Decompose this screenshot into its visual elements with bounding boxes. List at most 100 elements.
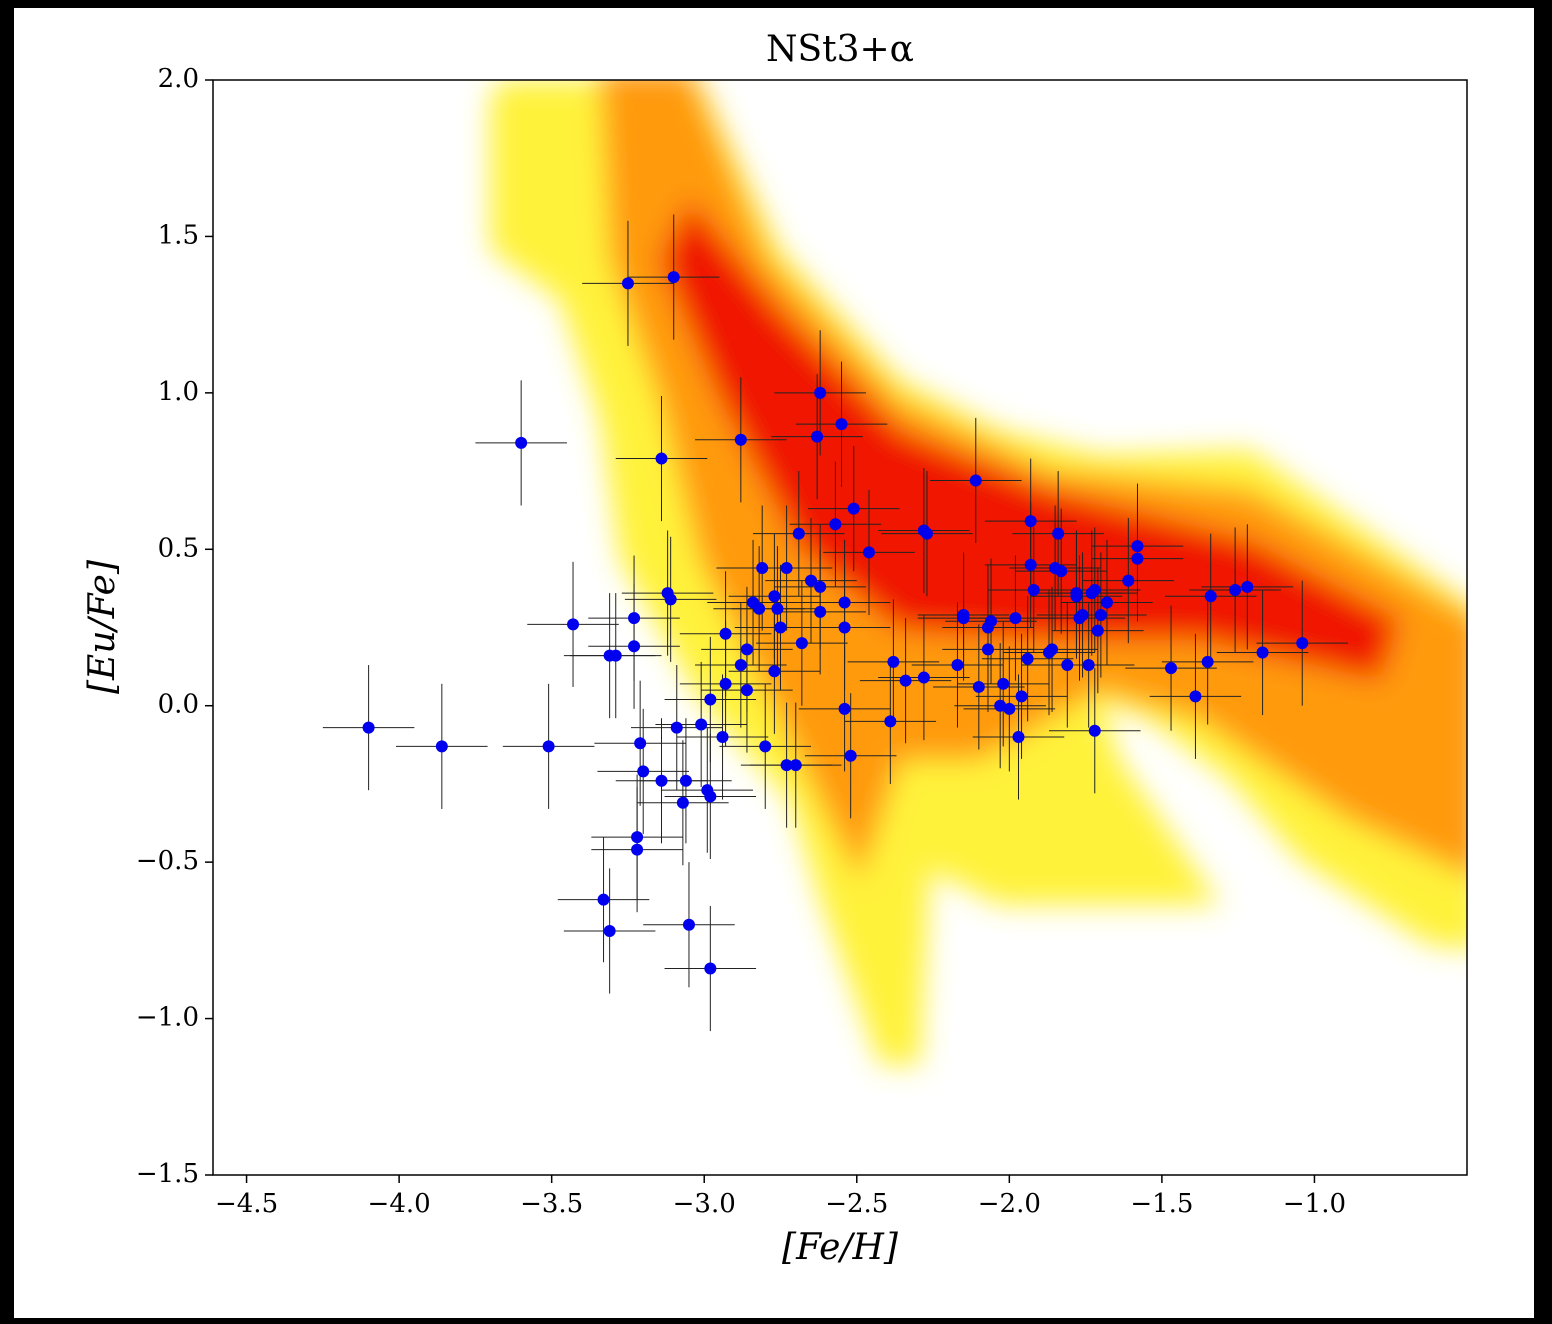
data-point (609, 649, 622, 662)
data-point (1201, 655, 1214, 668)
x-tick-label: −3.5 (520, 1189, 583, 1219)
data-point (740, 643, 753, 656)
data-point (1070, 590, 1083, 603)
data-point (676, 796, 689, 809)
data-point (985, 615, 998, 628)
data-point (719, 677, 732, 690)
data-point (789, 759, 802, 772)
data-point (768, 665, 781, 678)
data-point (1052, 527, 1065, 540)
data-point (542, 740, 555, 753)
x-tick-label: −3.0 (673, 1189, 736, 1219)
data-point (1088, 724, 1101, 737)
data-point (628, 640, 641, 653)
data-point (1131, 540, 1144, 553)
data-point (1189, 690, 1202, 703)
data-point (362, 721, 375, 734)
data-point (780, 759, 793, 772)
data-point (515, 436, 528, 449)
x-tick-label: −2.5 (825, 1189, 888, 1219)
data-layer (322, 214, 1349, 1032)
data-point (814, 580, 827, 593)
x-tick-label: −2.0 (978, 1189, 1041, 1219)
y-tick-label: −1.0 (136, 1003, 199, 1033)
data-point (1003, 702, 1016, 715)
data-point (1088, 583, 1101, 596)
data-point (704, 790, 717, 803)
data-point (838, 621, 851, 634)
plot-frame (212, 79, 1468, 1176)
data-point (740, 684, 753, 697)
data-point (667, 271, 680, 284)
data-point (631, 843, 644, 856)
data-point (774, 621, 787, 634)
y-tick-label: 0.0 (158, 690, 199, 720)
data-point (997, 677, 1010, 690)
data-point (1015, 690, 1028, 703)
data-point (756, 562, 769, 575)
data-point (795, 637, 808, 650)
data-point (1027, 583, 1040, 596)
data-point (805, 574, 818, 587)
chart-title: NSt3+α (766, 29, 914, 70)
data-point (844, 749, 857, 762)
data-point (862, 546, 875, 559)
y-tick-label: −1.5 (136, 1159, 199, 1189)
data-point (1256, 646, 1269, 659)
y-tick-label: −0.5 (136, 846, 199, 876)
data-point (1094, 608, 1107, 621)
data-point (1012, 731, 1025, 743)
data-point (1021, 652, 1034, 665)
data-point (994, 699, 1007, 712)
data-point (1091, 624, 1104, 637)
data-point (655, 774, 668, 787)
data-point (655, 452, 668, 465)
data-point (734, 433, 747, 446)
data-point (682, 918, 695, 931)
x-tick-label: −4.5 (215, 1189, 278, 1219)
y-tick-label: 1.0 (158, 377, 199, 407)
data-point (771, 602, 784, 615)
data-point (435, 740, 448, 753)
data-point (1055, 565, 1068, 578)
data-point (759, 740, 772, 753)
data-point (920, 527, 933, 540)
y-tick-label: 2.0 (158, 64, 199, 94)
data-point (829, 518, 842, 531)
data-point (1241, 580, 1254, 593)
x-axis-label: [Fe/H] (782, 1227, 899, 1268)
data-point (1009, 612, 1022, 625)
y-tick-label: 1.5 (158, 220, 199, 250)
data-point (631, 831, 644, 844)
data-point (664, 593, 677, 606)
y-axis-label: [Eu/Fe] (82, 559, 123, 694)
data-point (1131, 552, 1144, 565)
data-point (838, 702, 851, 715)
data-point (637, 765, 650, 778)
data-point (1229, 583, 1242, 596)
data-point (887, 655, 900, 668)
data-point (704, 693, 717, 706)
data-point (734, 659, 747, 672)
data-point (1165, 662, 1178, 675)
data-point (567, 618, 580, 631)
data-point (838, 596, 851, 609)
data-point (704, 962, 717, 975)
x-tick-label: −4.0 (368, 1189, 431, 1219)
data-point (814, 386, 827, 399)
data-point (957, 612, 970, 625)
data-point (884, 715, 897, 728)
data-point (603, 924, 616, 937)
data-point (899, 674, 912, 687)
data-point (634, 737, 647, 750)
data-point (792, 527, 805, 540)
data-point (621, 277, 634, 290)
data-point (1122, 574, 1135, 587)
data-point (847, 502, 860, 515)
data-point (814, 605, 827, 618)
data-point (951, 659, 964, 672)
data-point (835, 418, 848, 431)
data-point (1076, 608, 1089, 621)
data-point (679, 774, 692, 787)
